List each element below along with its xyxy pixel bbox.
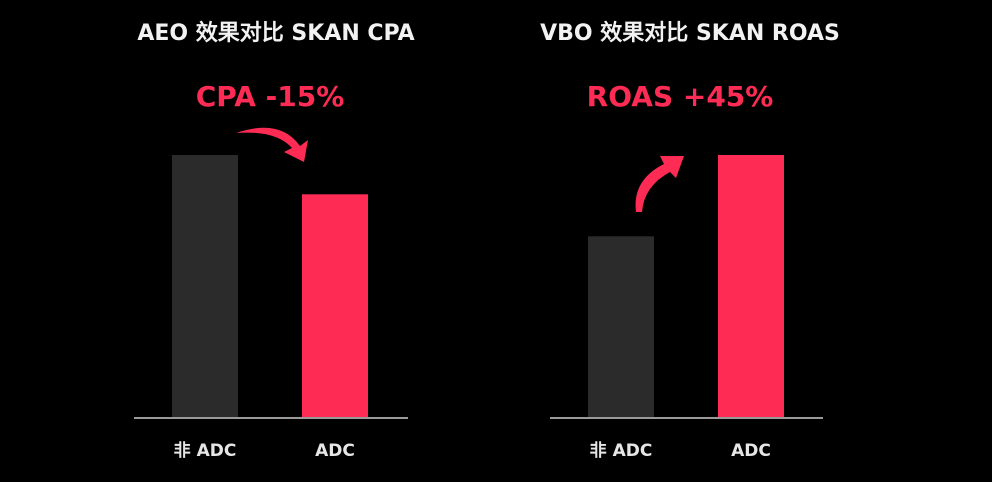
bar-non-adc <box>588 236 654 417</box>
x-tick-label: 非 ADC <box>590 440 653 461</box>
x-tick-label: ADC <box>315 441 355 461</box>
chart-left: AEO 效果对比 SKAN CPA CPA -15% 非 ADC ADC <box>134 20 415 461</box>
bar-non-adc <box>172 155 238 417</box>
chart-title: VBO 效果对比 SKAN ROAS <box>540 20 840 46</box>
annotation-label: CPA -15% <box>196 80 345 113</box>
arrow-up-icon <box>635 156 684 212</box>
chart-title: AEO 效果对比 SKAN CPA <box>137 20 414 46</box>
annotation-label: ROAS +45% <box>587 80 774 113</box>
bar-adc <box>302 194 368 417</box>
x-tick-label: ADC <box>731 441 771 461</box>
chart-right: VBO 效果对比 SKAN ROAS ROAS +45% 非 ADC ADC <box>540 20 840 461</box>
arrow-down-icon <box>236 127 308 162</box>
bar-adc <box>718 155 784 417</box>
x-tick-label: 非 ADC <box>174 440 237 461</box>
